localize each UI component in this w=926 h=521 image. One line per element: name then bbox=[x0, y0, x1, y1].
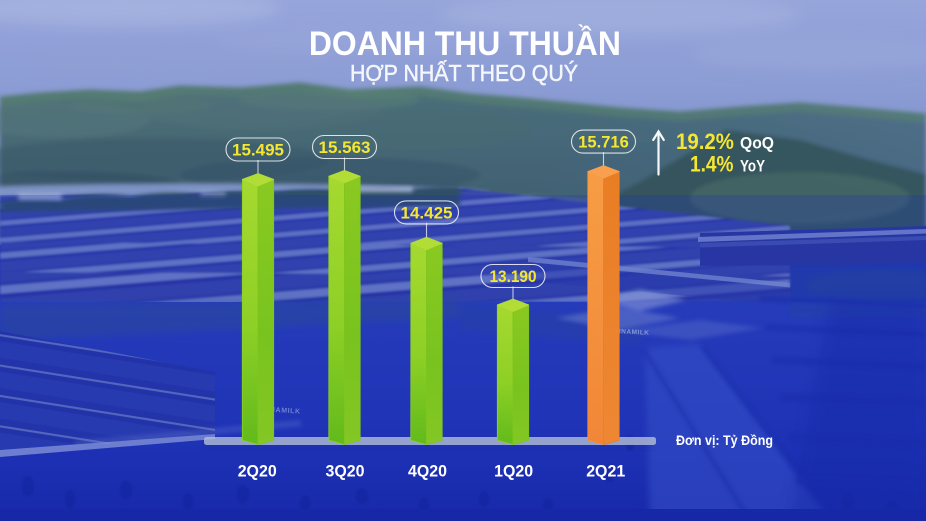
svg-text:YoY: YoY bbox=[740, 157, 766, 176]
svg-text:19.2%: 19.2% bbox=[676, 129, 734, 154]
svg-text:3Q20: 3Q20 bbox=[326, 462, 365, 481]
svg-text:1.4%: 1.4% bbox=[690, 152, 734, 177]
svg-text:DOANH THU THUẦN: DOANH THU THUẦN bbox=[309, 23, 621, 63]
svg-text:15.495: 15.495 bbox=[232, 141, 284, 160]
svg-text:4Q20: 4Q20 bbox=[408, 462, 447, 481]
svg-text:15.716: 15.716 bbox=[578, 133, 629, 152]
svg-text:2Q21: 2Q21 bbox=[586, 462, 625, 481]
svg-text:2Q20: 2Q20 bbox=[238, 462, 277, 481]
svg-text:1Q20: 1Q20 bbox=[494, 462, 533, 481]
svg-text:Đơn vị: Tỷ Đồng: Đơn vị: Tỷ Đồng bbox=[676, 432, 773, 448]
svg-text:15.563: 15.563 bbox=[319, 138, 371, 157]
svg-text:13.190: 13.190 bbox=[490, 267, 537, 286]
svg-text:VINAMILK: VINAMILK bbox=[614, 328, 650, 337]
svg-text:14.425: 14.425 bbox=[401, 203, 453, 222]
svg-text:HỢP NHẤT THEO QUÝ: HỢP NHẤT THEO QUÝ bbox=[350, 59, 578, 86]
svg-text:QoQ: QoQ bbox=[740, 134, 774, 153]
svg-text:VINAMILK: VINAMILK bbox=[262, 406, 301, 416]
